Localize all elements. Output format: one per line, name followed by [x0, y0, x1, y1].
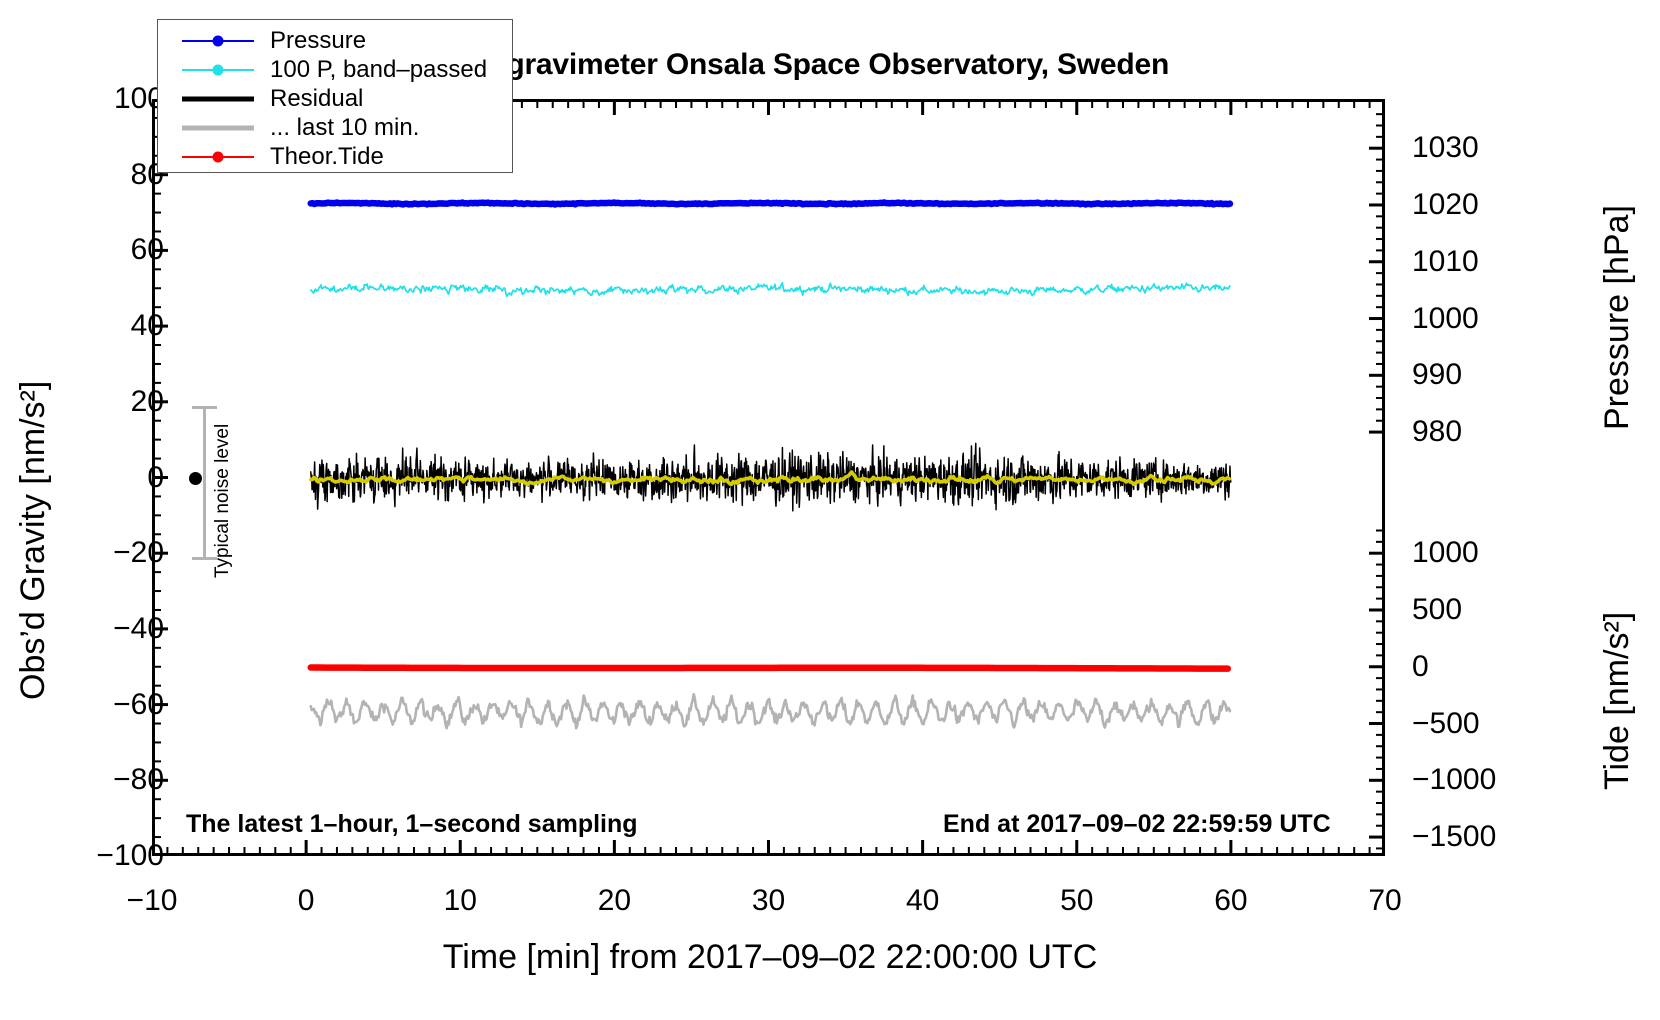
noise-bar	[203, 406, 206, 560]
pressure-tick-label: 1000	[1412, 301, 1479, 335]
y-tick-label: −60	[113, 687, 164, 721]
tide-tick-label: 1000	[1412, 536, 1479, 570]
tide-tick-label: −500	[1412, 706, 1480, 740]
x-tick-label: 10	[443, 884, 477, 917]
x-tick-label: −10	[126, 884, 178, 917]
tide-axis-title: Tide [nm/s²]	[1598, 611, 1636, 790]
y-tick-label: 0	[147, 460, 164, 494]
legend-swatch-icon	[176, 84, 260, 113]
legend-swatch-icon	[176, 55, 260, 84]
y-tick-label: −80	[113, 763, 164, 797]
legend-item-4[interactable]: Theor.Tide	[158, 142, 512, 171]
y-tick-label: −40	[113, 611, 164, 645]
legend-swatch-icon	[176, 113, 260, 142]
tide-tick-label: 500	[1412, 592, 1463, 626]
end-time-note: End at 2017–09–02 22:59:59 UTC	[943, 810, 1331, 838]
legend-item-label: Residual	[270, 84, 364, 112]
pressure-tick-label: 1030	[1412, 131, 1479, 165]
series-band-passed	[309, 281, 1231, 298]
legend-swatch-icon	[176, 26, 260, 55]
y-tick-label: −20	[113, 536, 164, 570]
series-pressure	[307, 199, 1234, 208]
y-tick-label: 20	[130, 384, 164, 418]
x-tick-label: 60	[1214, 884, 1248, 917]
x-axis-title: Time [min] from 2017–09–02 22:00:00 UTC	[442, 938, 1098, 976]
pressure-axis-title: Pressure [hPa]	[1598, 205, 1636, 430]
legend-item-label: ... last 10 min.	[270, 113, 420, 141]
y-axis-title: Obs’d Gravity [nm/s²]	[14, 380, 52, 700]
legend-item-2[interactable]: Residual	[158, 84, 512, 113]
x-tick-label: 30	[751, 884, 786, 917]
x-tick-label: 70	[1368, 884, 1402, 917]
pressure-tick-label: 1010	[1412, 244, 1479, 278]
sampling-note: The latest 1–hour, 1–second sampling	[186, 810, 638, 838]
series-theoretical-tide	[307, 664, 1232, 672]
legend-dot-icon	[212, 151, 224, 162]
legend-item-0[interactable]: Pressure	[158, 26, 512, 55]
tide-tick-label: 0	[1412, 649, 1429, 683]
legend-line-icon	[182, 96, 254, 101]
tide-tick-label: −1000	[1412, 763, 1497, 797]
y-tick-label: 60	[130, 233, 164, 267]
legend-item-label: Theor.Tide	[270, 142, 384, 170]
series-last-10-min	[309, 692, 1232, 730]
x-tick-label: 0	[297, 884, 315, 917]
legend-item-label: 100 P, band–passed	[270, 55, 488, 83]
x-tick-label: 50	[1060, 884, 1094, 917]
pressure-tick-label: 980	[1412, 415, 1463, 449]
noise-bar-bottom-cap	[192, 557, 217, 560]
legend-swatch-icon	[176, 142, 260, 171]
plot-area	[152, 99, 1385, 856]
legend: Pressure 100 P, band–passed Residual... la…	[157, 19, 513, 173]
tide-tick-label: −1500	[1412, 820, 1497, 854]
x-tick-label: 20	[597, 884, 632, 917]
legend-item-1[interactable]: 100 P, band–passed	[158, 55, 512, 84]
y-tick-label: 100	[113, 82, 164, 115]
series-residual-smoothed	[308, 470, 1232, 487]
pressure-tick-label: 1020	[1412, 187, 1479, 221]
x-tick-label: 40	[905, 884, 940, 917]
pressure-tick-label: 990	[1412, 358, 1463, 392]
y-tick-label: 40	[130, 309, 164, 343]
legend-dot-icon	[212, 64, 224, 75]
plot-canvas	[307, 199, 1234, 730]
y-tick-label: −100	[96, 839, 164, 872]
legend-item-3[interactable]: ... last 10 min.	[158, 113, 512, 142]
axis-ticks	[152, 99, 1385, 856]
noise-level-label: Typical noise level	[212, 423, 233, 578]
legend-dot-icon	[212, 35, 224, 46]
legend-item-label: Pressure	[270, 26, 367, 54]
legend-line-icon	[182, 125, 254, 130]
noise-center-dot	[189, 472, 202, 485]
